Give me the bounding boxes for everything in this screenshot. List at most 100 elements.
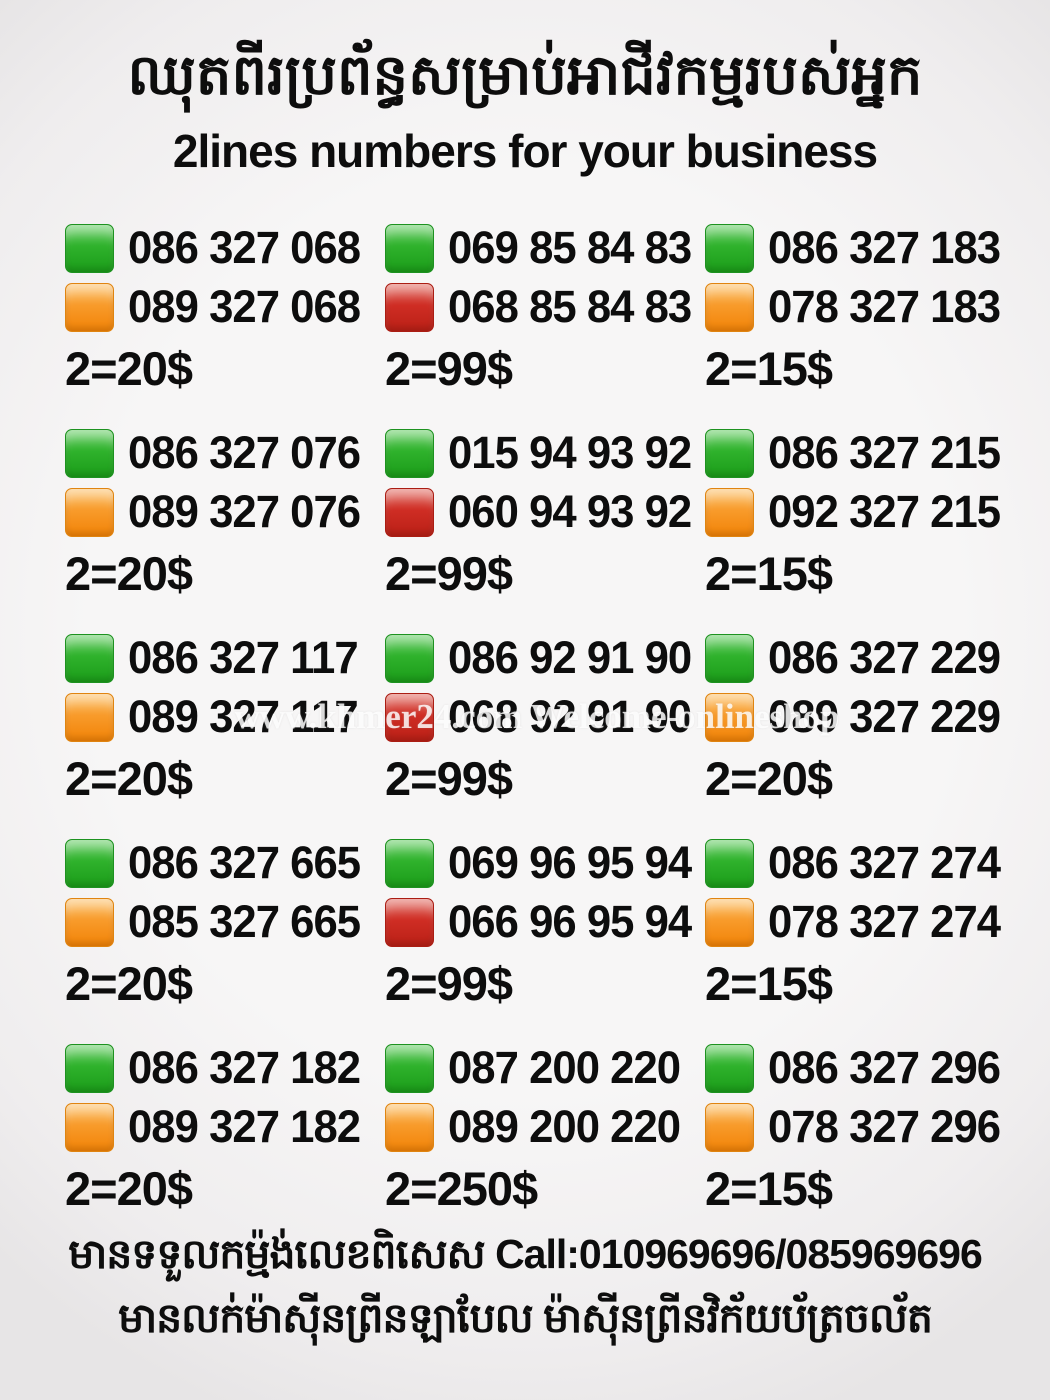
number-line: 086 327 229 [705,632,1025,684]
sim-green-icon [705,838,754,888]
sim-green-icon [65,838,114,888]
listing-card: 015 94 93 92 060 94 93 92 2=99$ [385,427,705,632]
number-line: 086 327 274 [705,837,1025,889]
sim-orange-icon [65,1102,114,1152]
number-line: 086 327 117 [65,632,385,684]
number-line: 086 327 076 [65,427,385,479]
price-label: 2=99$ [385,342,513,395]
sim-orange-icon [705,1102,754,1152]
phone-number: 086 327 076 [128,427,361,478]
listing-card: 086 327 117 089 327 117 2=20$ [65,632,385,837]
number-line: 086 327 296 [705,1042,1025,1094]
footer: មានទទួលកម្ម៉ង់លេខពិសេស Call:010969696/08… [0,1234,1050,1353]
sim-orange-icon [705,282,754,332]
sim-green-icon [385,633,434,683]
sim-green-icon [705,428,754,478]
number-line: 086 327 215 [705,427,1025,479]
listing-card: 086 327 182 089 327 182 2=20$ [65,1042,385,1247]
phone-number: 086 327 229 [768,632,1001,683]
number-line: 086 92 91 90 [385,632,705,684]
sim-green-icon [65,1043,114,1093]
sim-green-icon [705,1043,754,1093]
listing-card: 086 327 068 089 327 068 2=20$ [65,222,385,427]
phone-number: 086 327 665 [128,837,361,888]
listing-card: 086 327 229 089 327 229 2=20$ [705,632,1025,837]
phone-number: 089 327 076 [128,486,361,537]
price-label: 2=15$ [705,547,833,600]
price-label: 2=15$ [705,957,833,1010]
phone-number: 086 327 183 [768,222,1001,273]
price-label: 2=15$ [705,342,833,395]
sim-green-icon [705,633,754,683]
number-line: 068 92 91 90 [385,691,705,743]
phone-number: 089 200 220 [448,1101,681,1152]
phone-number: 089 327 117 [128,691,359,742]
number-line: 089 327 068 [65,281,385,333]
phone-number: 086 327 182 [128,1042,361,1093]
number-line: 078 327 296 [705,1101,1025,1153]
price-label: 2=20$ [65,547,193,600]
sim-green-icon [65,223,114,273]
sim-orange-icon [65,692,114,742]
sim-green-icon [65,428,114,478]
sim-orange-icon [705,692,754,742]
phone-number: 068 85 84 83 [448,281,692,332]
phone-number: 068 92 91 90 [448,691,692,742]
number-line: 089 327 229 [705,691,1025,743]
page-subtitle: 2lines numbers for your business [172,125,878,177]
number-line: 078 327 183 [705,281,1025,333]
phone-number: 086 327 296 [768,1042,1001,1093]
number-line: 078 327 274 [705,896,1025,948]
listing-card: 069 85 84 83 068 85 84 83 2=99$ [385,222,705,427]
sim-green-icon [65,633,114,683]
number-line: 069 85 84 83 [385,222,705,274]
phone-number: 089 327 068 [128,281,361,332]
phone-number: 066 96 95 94 [448,896,692,947]
price-label: 2=20$ [705,752,833,805]
number-line: 060 94 93 92 [385,486,705,538]
listing-card: 069 96 95 94 066 96 95 94 2=99$ [385,837,705,1042]
listing-card: 086 327 274 078 327 274 2=15$ [705,837,1025,1042]
phone-number: 015 94 93 92 [448,427,692,478]
sim-orange-icon [385,1102,434,1152]
sim-orange-icon [705,487,754,537]
number-line: 087 200 220 [385,1042,705,1094]
phone-number: 078 327 296 [768,1101,1001,1152]
phone-number: 092 327 215 [768,486,1001,537]
phone-number: 060 94 93 92 [448,486,692,537]
number-line: 086 327 182 [65,1042,385,1094]
page-title-khmer: ឈុតពីរប្រព័ន្ធសម្រាប់អាជីវកម្មរបស់អ្នក [127,43,923,106]
footer-printer-line: មានលក់ម៉ាស៊ីនព្រីនឡាបែល ម៉ាស៊ីនព្រីនវិក័… [118,1295,933,1341]
phone-number: 086 92 91 90 [448,632,692,683]
sim-orange-icon [65,282,114,332]
sim-orange-icon [65,897,114,947]
sim-orange-icon [65,487,114,537]
sim-red-icon [385,487,434,537]
sim-green-icon [385,1043,434,1093]
number-line: 015 94 93 92 [385,427,705,479]
price-label: 2=99$ [385,957,513,1010]
number-line: 068 85 84 83 [385,281,705,333]
phone-number: 089 327 182 [128,1101,361,1152]
price-label: 2=20$ [65,342,193,395]
price-label: 2=20$ [65,957,193,1010]
number-line: 086 327 183 [705,222,1025,274]
number-line: 085 327 665 [65,896,385,948]
sim-green-icon [385,223,434,273]
listing-card: 086 327 215 092 327 215 2=15$ [705,427,1025,632]
number-line: 066 96 95 94 [385,896,705,948]
price-label: 2=99$ [385,752,513,805]
listing-card: 086 327 183 078 327 183 2=15$ [705,222,1025,427]
number-line: 086 327 068 [65,222,385,274]
number-line: 089 200 220 [385,1101,705,1153]
phone-number: 078 327 274 [768,896,1001,947]
price-label: 2=15$ [705,1162,833,1215]
price-label: 2=99$ [385,547,513,600]
sim-red-icon [385,282,434,332]
call-phone-numbers: Call:010969696/085969696 [495,1231,983,1277]
phone-number: 086 327 117 [128,632,359,683]
phone-number: 086 327 068 [128,222,361,273]
phone-number: 069 85 84 83 [448,222,692,273]
sim-green-icon [705,223,754,273]
listing-card: 086 92 91 90 068 92 91 90 2=99$ [385,632,705,837]
